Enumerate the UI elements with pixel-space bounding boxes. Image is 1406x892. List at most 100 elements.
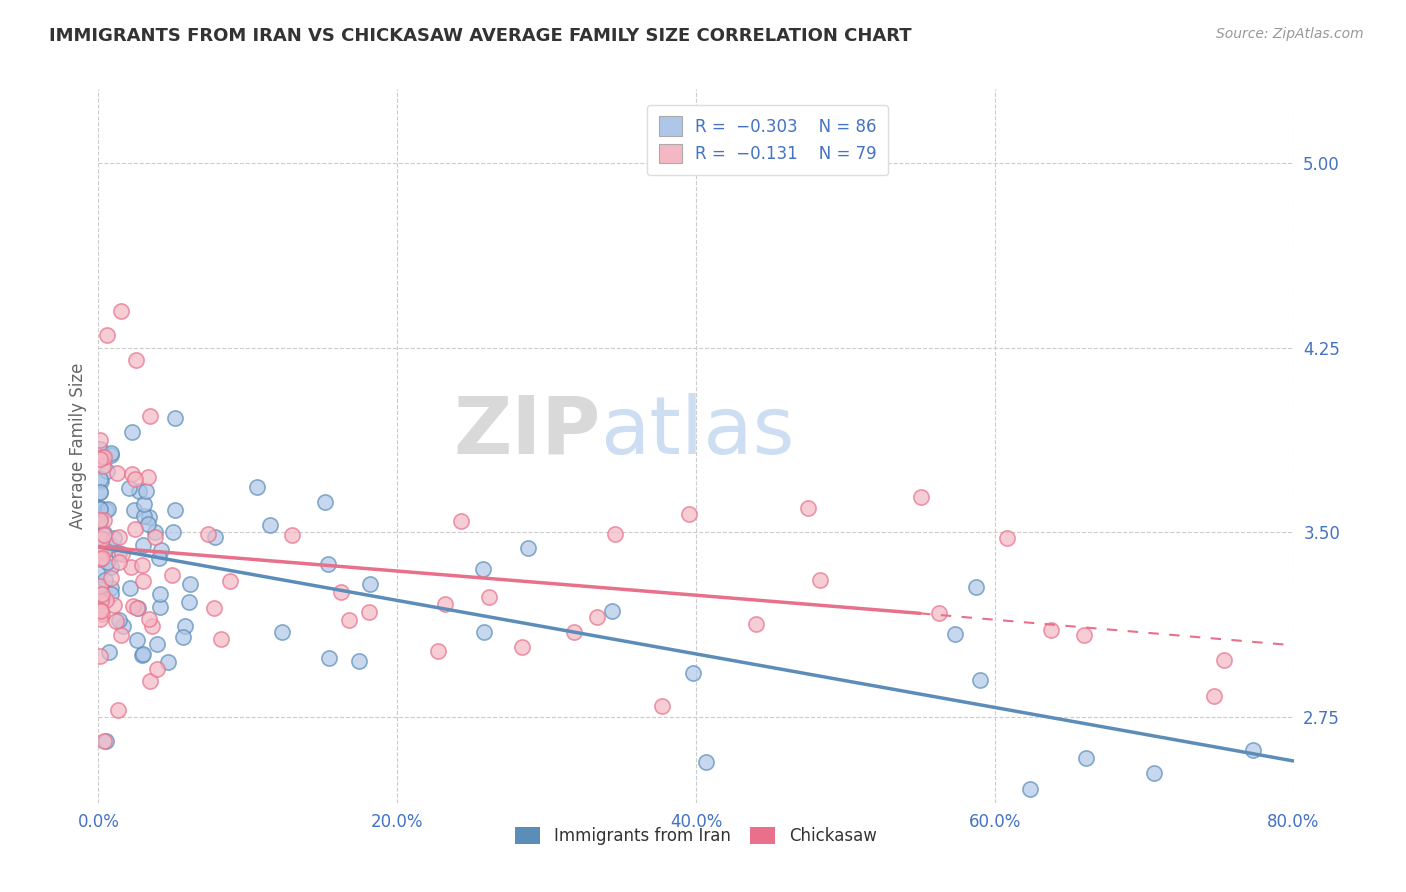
Point <box>100 446 122 460</box>
Point <box>90 474 112 488</box>
Point <box>678 508 700 522</box>
Point <box>146 637 169 651</box>
Point <box>162 524 184 539</box>
Point <box>96 555 118 569</box>
Point <box>100 587 122 601</box>
Point <box>120 560 142 574</box>
Point <box>124 522 146 536</box>
Legend: Immigrants from Iran, Chickasaw: Immigrants from Iran, Chickasaw <box>509 820 883 852</box>
Point <box>150 543 173 558</box>
Point <box>90 607 112 621</box>
Point <box>103 598 125 612</box>
Point <box>89 603 111 617</box>
Point <box>105 466 128 480</box>
Point <box>472 561 495 575</box>
Point <box>149 600 172 615</box>
Point <box>330 585 353 599</box>
Point <box>121 425 143 439</box>
Point <box>472 625 495 640</box>
Point <box>1241 743 1264 757</box>
Point <box>122 599 145 614</box>
Point <box>110 627 132 641</box>
Point <box>995 532 1018 546</box>
Point <box>89 501 111 516</box>
Point <box>172 630 194 644</box>
Point <box>132 538 155 552</box>
Point <box>131 558 153 573</box>
Point <box>90 545 112 559</box>
Point <box>121 467 143 482</box>
Point <box>89 582 111 596</box>
Point <box>318 650 340 665</box>
Point <box>695 756 717 770</box>
Point <box>93 450 115 465</box>
Point <box>93 544 115 558</box>
Point <box>434 597 457 611</box>
Point <box>89 452 111 467</box>
Point <box>339 613 361 627</box>
Point <box>107 703 129 717</box>
Point <box>138 509 160 524</box>
Point <box>91 458 114 473</box>
Point <box>146 662 169 676</box>
Point <box>943 627 966 641</box>
Point <box>96 464 118 478</box>
Point <box>122 503 145 517</box>
Point <box>89 579 111 593</box>
Point <box>131 647 153 661</box>
Point <box>94 734 117 748</box>
Point <box>1040 623 1063 637</box>
Point <box>477 590 499 604</box>
Point <box>100 448 122 462</box>
Point <box>89 552 111 566</box>
Point <box>125 352 148 367</box>
Point <box>89 472 111 486</box>
Point <box>91 551 114 566</box>
Point <box>969 673 991 687</box>
Point <box>359 576 381 591</box>
Point <box>1018 781 1040 796</box>
Point <box>139 673 162 688</box>
Point <box>110 303 132 318</box>
Point <box>562 625 585 640</box>
Point <box>93 527 115 541</box>
Point <box>91 450 114 465</box>
Point <box>218 574 240 588</box>
Point <box>118 481 141 495</box>
Point <box>97 501 120 516</box>
Point <box>89 513 111 527</box>
Point <box>89 566 111 581</box>
Point <box>450 514 472 528</box>
Point <box>148 551 170 566</box>
Point <box>89 433 111 447</box>
Point <box>132 574 155 588</box>
Point <box>118 582 141 596</box>
Point <box>127 601 149 615</box>
Point <box>111 619 134 633</box>
Point <box>93 526 115 541</box>
Point <box>100 560 122 574</box>
Point <box>165 411 187 425</box>
Point <box>136 517 159 532</box>
Point <box>93 734 115 748</box>
Point <box>259 518 281 533</box>
Point <box>89 612 111 626</box>
Point <box>108 546 131 560</box>
Point <box>510 640 533 655</box>
Point <box>517 541 540 555</box>
Point <box>177 595 200 609</box>
Point <box>125 601 148 615</box>
Point <box>145 530 167 544</box>
Point <box>100 571 122 585</box>
Point <box>93 573 115 587</box>
Point <box>202 601 225 615</box>
Point <box>810 573 832 587</box>
Point <box>179 577 201 591</box>
Point <box>138 470 160 484</box>
Point <box>197 527 219 541</box>
Point <box>89 530 111 544</box>
Point <box>90 591 112 605</box>
Point <box>94 502 117 516</box>
Point <box>246 480 269 494</box>
Point <box>651 699 673 714</box>
